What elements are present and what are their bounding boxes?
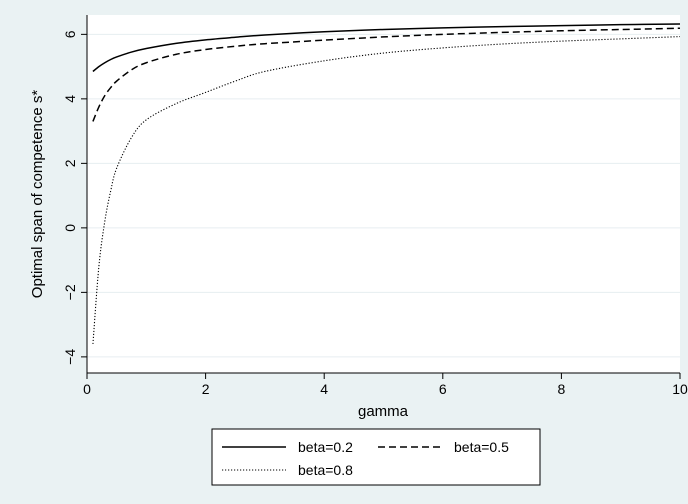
legend-label-1: beta=0.2 [298,439,353,455]
legend-items: beta=0.2 beta=0.5 beta=0.8 [222,439,509,478]
legend-label-2: beta=0.5 [454,439,509,455]
x-tick-label: 10 [672,381,688,397]
x-tick-label: 0 [83,381,91,397]
x-axis-title: gamma [358,403,409,420]
y-tick-label: −4 [62,349,78,365]
x-tick-label: 2 [202,381,210,397]
axes: −4 −2 0 2 4 6 0 2 4 6 8 10 [62,15,688,397]
y-tick-label: 0 [62,224,78,232]
x-tick-label: 6 [439,381,447,397]
y-tick-label: 6 [62,30,78,38]
series-line-2 [92,27,681,122]
x-tick-label: 8 [558,381,566,397]
y-tick-label: 4 [62,95,78,103]
plot-background [87,15,680,373]
y-tick-label: 2 [62,159,78,167]
series-line-3 [92,36,681,345]
y-tick-label: −2 [62,284,78,300]
x-tick-label: 4 [320,381,328,397]
y-axis-title: Optimal span of competence s* [29,90,46,299]
legend: beta=0.2 beta=0.5 beta=0.8 [211,428,541,486]
gridlines [87,33,680,358]
legend-box [211,428,541,486]
series-line-1 [92,23,681,73]
legend-label-3: beta=0.8 [298,462,353,478]
series-layer [92,23,681,345]
